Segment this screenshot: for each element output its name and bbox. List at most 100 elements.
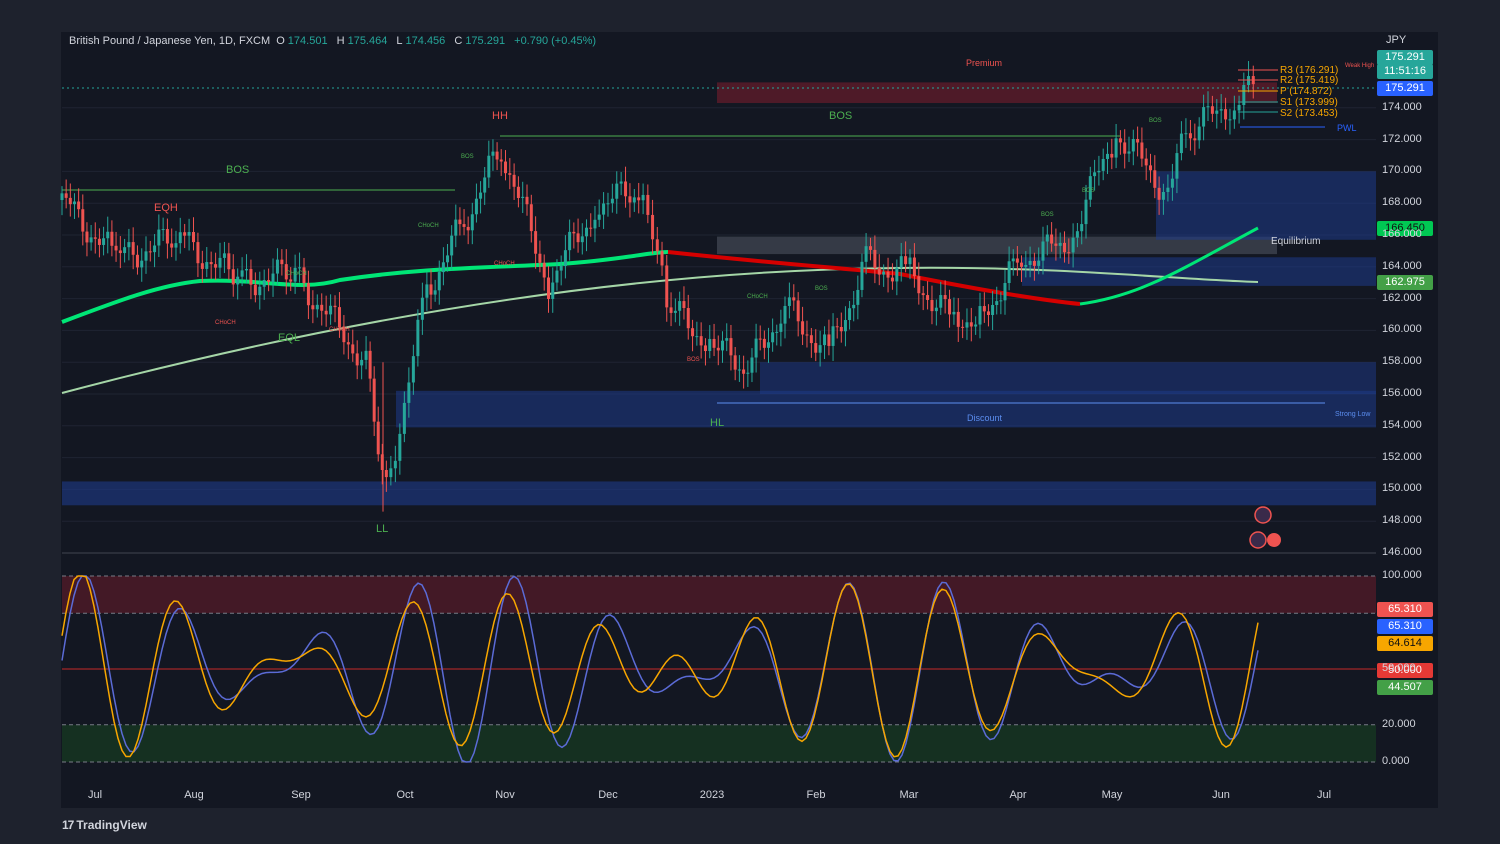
candle-body xyxy=(961,326,965,328)
candle-body xyxy=(240,270,244,277)
candle-body xyxy=(140,260,144,268)
osc-k-line xyxy=(61,575,1259,758)
candle-body xyxy=(183,232,187,236)
candle-body xyxy=(89,237,93,243)
candle-body xyxy=(302,267,306,284)
time-tick-label: Nov xyxy=(495,789,515,801)
candle-body xyxy=(227,253,231,270)
candle-body xyxy=(123,247,127,254)
candle-body xyxy=(682,301,686,309)
pivot-lines xyxy=(1238,69,1325,128)
candle-body xyxy=(258,286,262,296)
candle-body xyxy=(368,350,372,379)
candle-body xyxy=(771,332,775,343)
candle-body xyxy=(1045,234,1049,242)
candle-body xyxy=(999,300,1003,302)
overbought-zone xyxy=(62,576,1376,614)
candle-body xyxy=(306,283,310,306)
candle-body xyxy=(1041,241,1045,261)
bos-small-3: BOS xyxy=(815,286,828,292)
candle-body xyxy=(114,245,118,251)
candle-body xyxy=(995,301,999,305)
price-tick-label: 158.000 xyxy=(1382,355,1422,368)
candle-body xyxy=(192,232,196,243)
candle-body xyxy=(118,250,122,254)
candle-body xyxy=(1101,158,1105,171)
symbol-name[interactable]: British Pound / Japanese Yen, 1D, FXCM xyxy=(69,35,271,47)
price-tick-label: 164.000 xyxy=(1382,259,1422,272)
candle-body xyxy=(641,194,645,201)
candle-body xyxy=(1058,242,1062,246)
time-tick-label: 2023 xyxy=(699,789,725,801)
candle-body xyxy=(703,345,707,352)
candle-body xyxy=(1179,133,1183,154)
candle-body xyxy=(441,262,445,273)
candle-body xyxy=(360,359,364,366)
candle-body xyxy=(615,183,619,199)
candle-body xyxy=(873,249,877,269)
equilibrium-zone xyxy=(717,236,1277,255)
candle-body xyxy=(695,336,699,338)
candle-body xyxy=(483,177,487,193)
candle-body xyxy=(1197,126,1201,141)
candle-body xyxy=(218,257,222,268)
candle-body xyxy=(60,193,64,201)
candle-body xyxy=(1071,237,1075,253)
candle-body xyxy=(64,193,68,198)
candle-body xyxy=(1003,283,1007,301)
candle-body xyxy=(499,159,503,162)
candle-body xyxy=(956,311,960,327)
choch-label-2: CHoCH xyxy=(215,320,236,326)
candle-body xyxy=(236,276,240,285)
candle-body xyxy=(1242,85,1246,106)
choch-label-6: CHoCH xyxy=(747,294,768,300)
candle-body xyxy=(737,369,741,371)
osc-tick-label: 100.000 xyxy=(1382,569,1422,581)
candle-body xyxy=(355,353,359,366)
candle-body xyxy=(170,243,174,248)
candle-body xyxy=(148,251,152,253)
tradingview-name: TradingView xyxy=(76,818,147,832)
price-tick-label: 146.000 xyxy=(1382,546,1422,558)
choch-label-1: CHoCH xyxy=(286,271,307,277)
ma-slow-box: 162.975 xyxy=(1377,275,1433,290)
time-tick-label: Jul xyxy=(87,789,103,801)
candle-body xyxy=(835,326,839,328)
osc-tick-label: 0.000 xyxy=(1382,755,1410,767)
candle-body xyxy=(754,338,758,358)
eqh-label: EQH xyxy=(154,202,178,214)
candle-body xyxy=(758,338,762,340)
candle-body xyxy=(351,344,355,354)
candle-body xyxy=(516,186,520,198)
osc-tick-label: 20.000 xyxy=(1382,717,1416,730)
candle-body xyxy=(606,203,610,205)
candle-body xyxy=(580,236,584,243)
candle-body xyxy=(576,233,580,243)
candle-body xyxy=(1153,170,1157,188)
choch-label-4: CHoCH xyxy=(418,223,439,229)
candle-body xyxy=(655,239,659,252)
bos-left-label: BOS xyxy=(226,164,250,176)
lower-zone xyxy=(62,481,1376,506)
candle-body xyxy=(624,181,628,197)
candle-body xyxy=(393,460,397,469)
candle-body xyxy=(245,268,249,271)
eql-label: EQL xyxy=(278,332,301,344)
candle-body xyxy=(637,197,641,201)
candle-body xyxy=(1114,138,1118,158)
candle-body xyxy=(886,271,890,278)
candle-body xyxy=(868,246,872,250)
candle-body xyxy=(890,277,894,282)
candle-body xyxy=(843,320,847,332)
tradingview-logo[interactable]: 17 TradingView xyxy=(62,818,147,832)
countdown-box: 11:51:16 xyxy=(1377,64,1433,79)
time-tick-label: Jul xyxy=(1316,789,1332,801)
time-tick-label: Dec xyxy=(598,789,618,801)
candle-body xyxy=(420,297,424,320)
candle-body xyxy=(818,345,822,353)
currency-label[interactable]: JPY xyxy=(1386,34,1407,46)
pivot-r3: R3 (176.291) xyxy=(1280,65,1339,76)
order-block-1 xyxy=(1156,171,1376,240)
oscillator xyxy=(61,575,1376,763)
